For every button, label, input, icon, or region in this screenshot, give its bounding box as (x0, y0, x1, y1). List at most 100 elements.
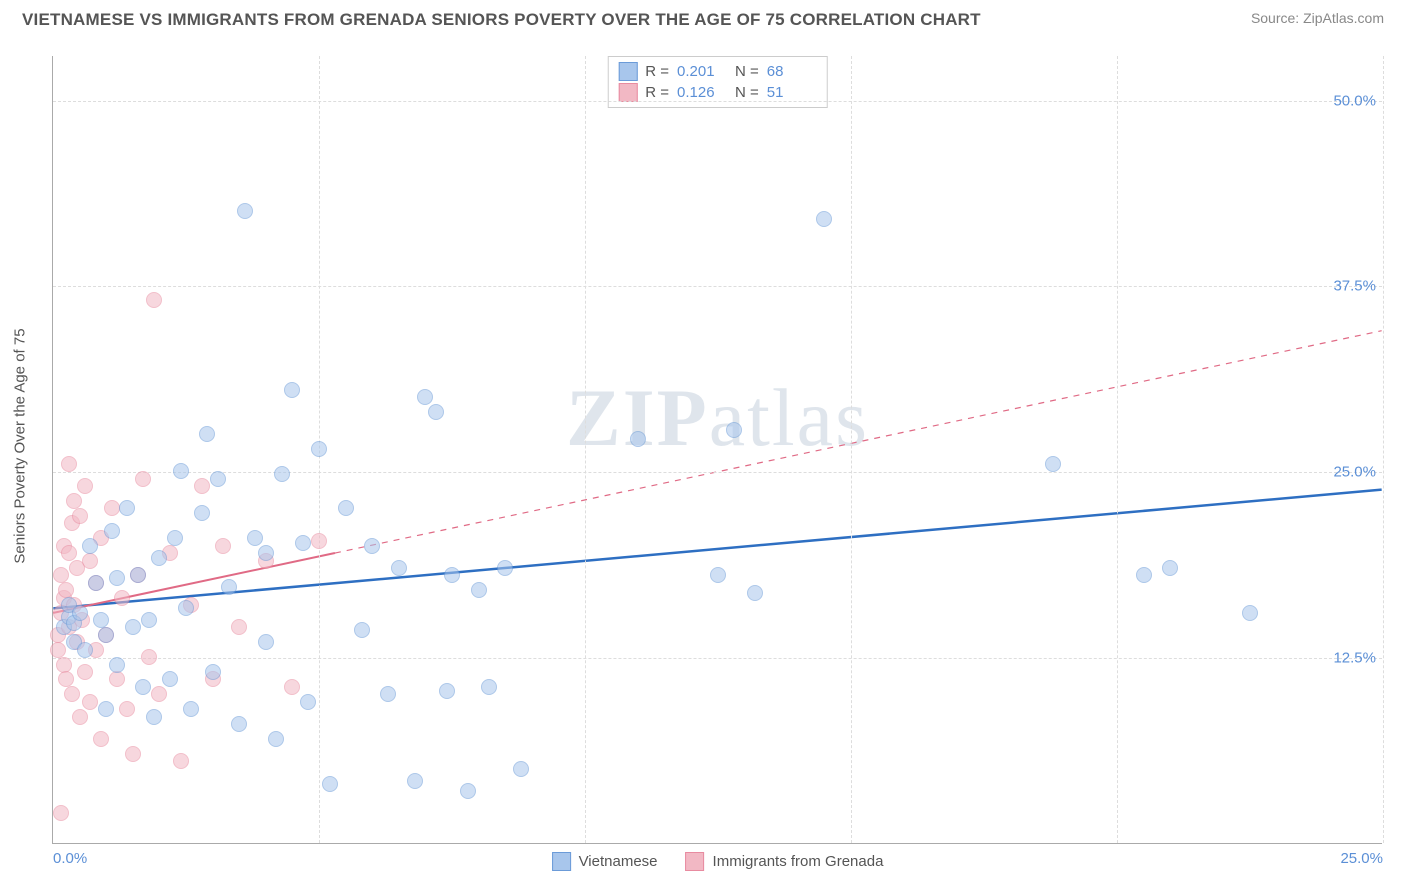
x-tick-label: 0.0% (53, 850, 87, 867)
trend-line-solid (53, 490, 1381, 609)
data-point (1242, 605, 1258, 621)
data-point (53, 567, 69, 583)
data-point (183, 701, 199, 717)
data-point (64, 686, 80, 702)
data-point (364, 538, 380, 554)
data-point (258, 634, 274, 650)
data-point (119, 701, 135, 717)
data-point (630, 431, 646, 447)
data-point (747, 585, 763, 601)
data-point (98, 701, 114, 717)
data-point (56, 657, 72, 673)
data-point (417, 389, 433, 405)
data-point (173, 463, 189, 479)
data-point (162, 671, 178, 687)
data-point (481, 679, 497, 695)
data-point (284, 382, 300, 398)
data-point (513, 761, 529, 777)
data-point (125, 746, 141, 762)
data-point (311, 441, 327, 457)
data-point (88, 575, 104, 591)
gridline-v (1383, 56, 1384, 843)
data-point (114, 590, 130, 606)
data-point (82, 553, 98, 569)
legend-stats-row: R = 0.201 N = 68 (618, 61, 817, 82)
y-tick-label: 12.5% (1333, 650, 1376, 667)
data-point (247, 530, 263, 546)
data-point (72, 508, 88, 524)
data-point (104, 500, 120, 516)
watermark-text: ZIPatlas (566, 371, 869, 465)
gridline-v (585, 56, 586, 843)
data-point (109, 671, 125, 687)
data-point (710, 567, 726, 583)
data-point (173, 753, 189, 769)
chart-title: VIETNAMESE VS IMMIGRANTS FROM GRENADA SE… (22, 10, 981, 30)
data-point (77, 478, 93, 494)
data-point (1045, 456, 1061, 472)
data-point (295, 535, 311, 551)
data-point (460, 783, 476, 799)
data-point (199, 426, 215, 442)
data-point (58, 582, 74, 598)
data-point (125, 619, 141, 635)
data-point (167, 530, 183, 546)
data-point (98, 627, 114, 643)
data-point (311, 533, 327, 549)
data-point (439, 683, 455, 699)
data-point (77, 642, 93, 658)
data-point (72, 709, 88, 725)
data-point (135, 471, 151, 487)
data-point (274, 466, 290, 482)
data-point (109, 657, 125, 673)
data-point (391, 560, 407, 576)
data-point (205, 664, 221, 680)
data-point (210, 471, 226, 487)
chart-header: VIETNAMESE VS IMMIGRANTS FROM GRENADA SE… (0, 0, 1406, 36)
gridline-h (53, 286, 1382, 287)
data-point (215, 538, 231, 554)
gridline-h (53, 101, 1382, 102)
legend-swatch-icon (686, 852, 705, 871)
legend-series: Vietnamese Immigrants from Grenada (552, 852, 884, 871)
data-point (61, 456, 77, 472)
gridline-h (53, 658, 1382, 659)
chart-source: Source: ZipAtlas.com (1251, 10, 1384, 26)
trend-lines (53, 56, 1382, 843)
data-point (151, 550, 167, 566)
legend-swatch-icon (618, 83, 637, 102)
gridline-v (851, 56, 852, 843)
data-point (284, 679, 300, 695)
x-tick-label: 25.0% (1340, 850, 1383, 867)
data-point (194, 478, 210, 494)
trend-line-dashed (335, 331, 1382, 553)
data-point (1162, 560, 1178, 576)
legend-swatch-icon (552, 852, 571, 871)
data-point (109, 570, 125, 586)
data-point (258, 545, 274, 561)
y-axis-title: Seniors Poverty Over the Age of 75 (12, 328, 29, 563)
data-point (497, 560, 513, 576)
data-point (268, 731, 284, 747)
scatter-chart: ZIPatlas R = 0.201 N = 68 R = 0.126 N = … (52, 56, 1382, 844)
y-tick-label: 37.5% (1333, 278, 1376, 295)
data-point (1136, 567, 1152, 583)
legend-item: Immigrants from Grenada (686, 852, 884, 871)
data-point (428, 404, 444, 420)
data-point (141, 649, 157, 665)
data-point (194, 505, 210, 521)
data-point (300, 694, 316, 710)
gridline-v (1117, 56, 1118, 843)
data-point (82, 694, 98, 710)
data-point (816, 211, 832, 227)
legend-label: Vietnamese (579, 853, 658, 870)
data-point (135, 679, 151, 695)
data-point (231, 716, 247, 732)
data-point (407, 773, 423, 789)
data-point (178, 600, 194, 616)
data-point (66, 493, 82, 509)
data-point (58, 671, 74, 687)
data-point (53, 805, 69, 821)
data-point (146, 709, 162, 725)
data-point (231, 619, 247, 635)
